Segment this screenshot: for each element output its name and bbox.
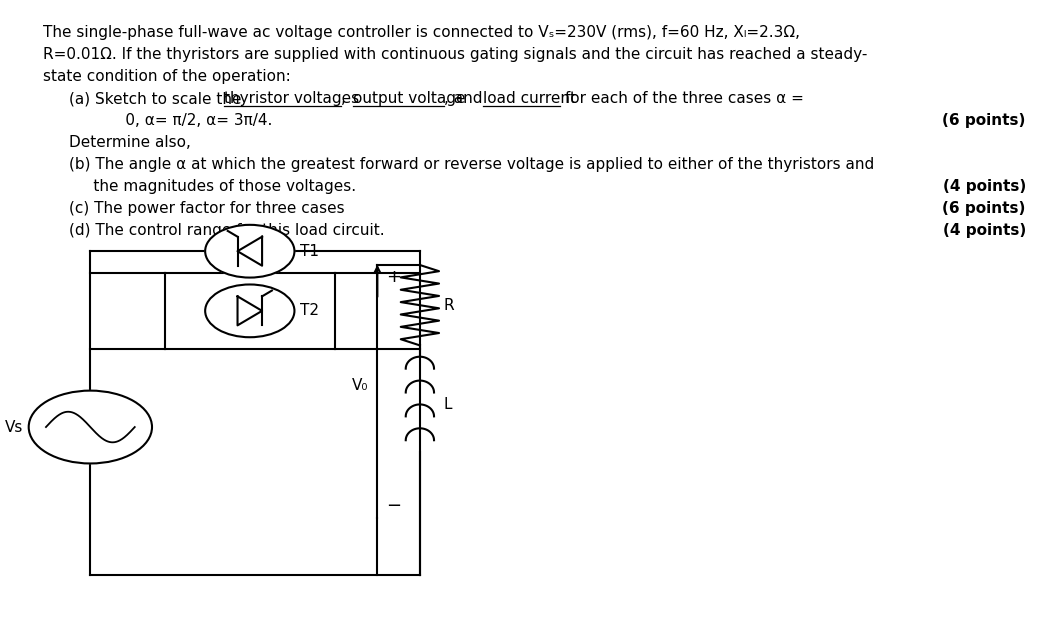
Text: thyristor voltages: thyristor voltages — [224, 91, 359, 106]
Text: V₀: V₀ — [352, 378, 369, 392]
Text: (b) The angle α at which the greatest forward or reverse voltage is applied to e: (b) The angle α at which the greatest fo… — [69, 157, 875, 172]
Text: output voltage: output voltage — [354, 91, 466, 106]
Text: (4 points): (4 points) — [943, 223, 1026, 238]
Text: R: R — [443, 298, 454, 313]
Text: R=0.01Ω. If the thyristors are supplied with continuous gating signals and the c: R=0.01Ω. If the thyristors are supplied … — [43, 47, 867, 62]
Text: (d) The control range for this load circuit.: (d) The control range for this load circ… — [69, 223, 385, 238]
Text: state condition of the operation:: state condition of the operation: — [43, 69, 290, 84]
Text: 0, α= π/2, α= 3π/4.: 0, α= π/2, α= 3π/4. — [101, 113, 272, 128]
Text: Determine also,: Determine also, — [69, 135, 191, 150]
Text: (6 points): (6 points) — [943, 113, 1026, 128]
Text: , and: , and — [444, 91, 487, 106]
Text: (a) Sketch to scale the: (a) Sketch to scale the — [69, 91, 247, 106]
Text: the magnitudes of those voltages.: the magnitudes of those voltages. — [69, 179, 356, 194]
Text: T1: T1 — [300, 244, 319, 259]
Text: T2: T2 — [300, 303, 319, 318]
Text: +: + — [386, 268, 401, 286]
Circle shape — [29, 391, 152, 463]
Text: ,: , — [340, 91, 351, 106]
Text: for each of the three cases α =: for each of the three cases α = — [560, 91, 805, 106]
Text: (c) The power factor for three cases: (c) The power factor for three cases — [69, 201, 344, 216]
Circle shape — [205, 284, 294, 337]
Text: (6 points): (6 points) — [943, 201, 1026, 216]
Text: L: L — [443, 397, 452, 412]
Text: load current: load current — [483, 91, 576, 106]
Text: (4 points): (4 points) — [943, 179, 1026, 194]
Text: The single-phase full-wave ac voltage controller is connected to Vₛ=230V (rms), : The single-phase full-wave ac voltage co… — [43, 25, 799, 40]
Text: −: − — [386, 497, 401, 515]
Text: Vs: Vs — [5, 420, 23, 435]
Circle shape — [205, 225, 294, 278]
